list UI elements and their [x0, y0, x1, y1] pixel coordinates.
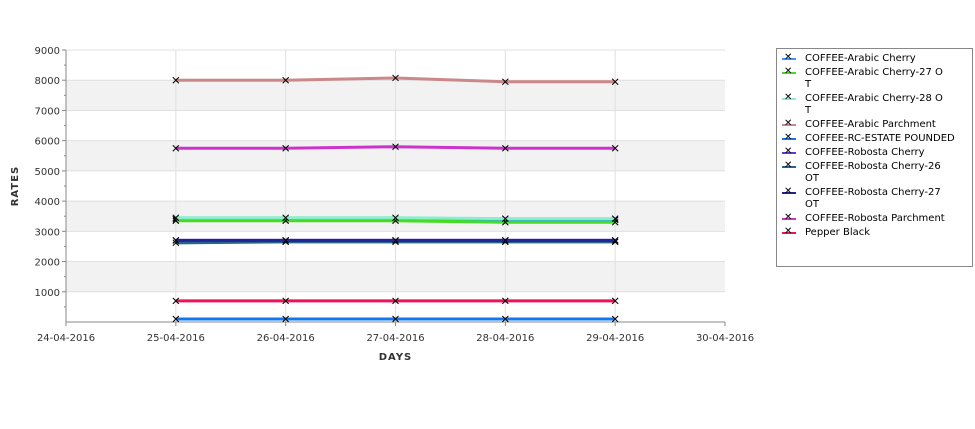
- legend-item[interactable]: ✕ Pepper Black: [781, 226, 972, 239]
- legend-label: COFFEE-Arabic Cherry-27 O T: [805, 67, 943, 90]
- data-point: [392, 237, 399, 244]
- legend-label: COFFEE-Arabic Parchment: [805, 119, 936, 130]
- data-point: [282, 76, 290, 84]
- legend-item[interactable]: ✕ COFFEE-Robosta Cherry-27 OT: [781, 186, 972, 211]
- legend-item[interactable]: ✕ COFFEE-RC-ESTATE POUNDED: [781, 132, 972, 145]
- x-tick-label: 26-04-2016: [257, 333, 315, 344]
- legend-item[interactable]: ✕ COFFEE-Robosta Cherry-26 OT: [781, 160, 972, 185]
- legend-label: COFFEE-Arabic Cherry-28 O T: [805, 93, 943, 116]
- legend-label: COFFEE-Robosta Cherry-26 OT: [805, 161, 941, 184]
- data-point: [392, 315, 399, 323]
- y-tick-label: 9000: [35, 46, 60, 57]
- legend: ✕ COFFEE-Arabic Cherry ✕ COFFEE-Arabic Cher…: [776, 48, 973, 267]
- data-point: [392, 74, 399, 82]
- data-point: [501, 315, 509, 323]
- legend-item[interactable]: ✕ COFFEE-Arabic Cherry-28 O T: [781, 92, 972, 117]
- data-point: [172, 315, 180, 323]
- data-point: [282, 237, 290, 244]
- y-tick-label: 6000: [35, 137, 60, 148]
- y-tick-label: 5000: [35, 167, 60, 178]
- data-point: [392, 143, 399, 151]
- legend-item[interactable]: ✕ COFFEE-Arabic Cherry-27 O T: [781, 66, 972, 91]
- legend-swatch-icon: ✕: [781, 118, 797, 131]
- data-point: [282, 214, 290, 222]
- legend-item[interactable]: ✕ COFFEE-Robosta Cherry: [781, 146, 972, 159]
- y-tick-label: 7000: [35, 106, 60, 117]
- legend-swatch-icon: ✕: [781, 52, 797, 65]
- legend-swatch-icon: ✕: [781, 66, 797, 79]
- y-tick-label: 2000: [35, 258, 60, 269]
- data-point: [501, 144, 509, 152]
- data-point: [501, 237, 509, 244]
- x-tick-label: 24-04-2016: [37, 333, 95, 344]
- x-tick-label: 28-04-2016: [476, 333, 534, 344]
- data-point: [172, 76, 180, 84]
- data-point: [611, 144, 619, 152]
- legend-label: COFFEE-Robosta Parchment: [805, 213, 945, 224]
- data-point: [172, 297, 180, 305]
- data-point: [172, 214, 180, 222]
- x-tick-label: 27-04-2016: [366, 333, 424, 344]
- data-point: [282, 144, 290, 152]
- data-point: [282, 297, 290, 305]
- x-axis-label: DAYS: [379, 352, 413, 363]
- data-point: [501, 215, 509, 222]
- legend-item[interactable]: ✕ COFFEE-Robosta Parchment: [781, 212, 972, 225]
- legend-swatch-icon: ✕: [781, 146, 797, 159]
- data-point: [172, 144, 180, 152]
- legend-label: COFFEE-Robosta Cherry: [805, 147, 925, 158]
- x-tick-label: 30-04-2016: [696, 333, 754, 344]
- legend-label: Pepper Black: [805, 227, 871, 238]
- legend-swatch-icon: ✕: [781, 226, 797, 239]
- y-tick-label: 4000: [35, 197, 60, 208]
- x-tick-label: 29-04-2016: [586, 333, 644, 344]
- data-point: [501, 78, 509, 86]
- legend-swatch-icon: ✕: [781, 132, 797, 145]
- legend-label: COFFEE-RC-ESTATE POUNDED: [805, 133, 955, 144]
- legend-item[interactable]: ✕ COFFEE-Arabic Cherry: [781, 52, 972, 65]
- data-point: [392, 214, 399, 222]
- legend-swatch-icon: ✕: [781, 160, 797, 173]
- legend-swatch-icon: ✕: [781, 212, 797, 225]
- legend-swatch-icon: ✕: [781, 186, 797, 199]
- data-point: [392, 297, 399, 305]
- data-point: [611, 215, 619, 222]
- data-point: [611, 78, 619, 86]
- y-tick-label: 3000: [35, 227, 60, 238]
- data-point: [501, 297, 509, 305]
- y-axis-label: RATES: [10, 166, 21, 207]
- data-point: [172, 237, 180, 244]
- data-point: [611, 237, 619, 244]
- legend-swatch-icon: ✕: [781, 92, 797, 105]
- legend-label: COFFEE-Robosta Cherry-27 OT: [805, 187, 941, 210]
- data-point: [282, 315, 290, 323]
- legend-label: COFFEE-Arabic Cherry: [805, 53, 916, 64]
- line-chart: 1000 2000 3000 4000 5000 6000 7000 8000 9000 24-0…: [10, 46, 754, 363]
- data-point: [611, 297, 619, 305]
- legend-item[interactable]: ✕ COFFEE-Arabic Parchment: [781, 118, 972, 131]
- data-point: [611, 315, 619, 323]
- x-tick-label: 25-04-2016: [147, 333, 205, 344]
- y-tick-label: 1000: [35, 288, 60, 299]
- y-tick-label: 8000: [35, 76, 60, 87]
